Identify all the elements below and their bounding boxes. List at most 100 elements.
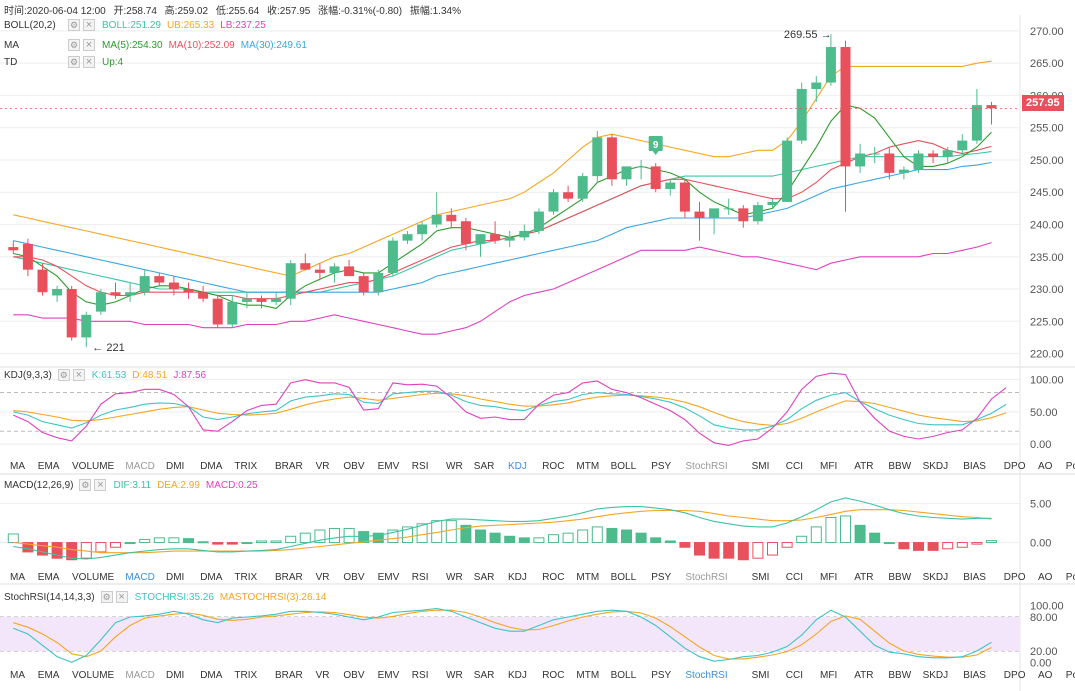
tab-roc[interactable]: ROC [542, 461, 565, 472]
tab-cci[interactable]: CCI [785, 461, 804, 472]
tab-wr[interactable]: WR [446, 572, 463, 583]
tab-cci[interactable]: CCI [785, 572, 804, 583]
tab-psy[interactable]: PSY [651, 572, 672, 583]
tab-mtm[interactable]: MTM [576, 670, 600, 681]
tab-mtm[interactable]: MTM [576, 572, 600, 583]
tab-smi[interactable]: SMI [751, 670, 770, 681]
tab-ao[interactable]: AO [1038, 670, 1053, 681]
tab-vr[interactable]: VR [315, 461, 330, 472]
tab-bbw[interactable]: BBW [888, 572, 912, 583]
tab-cci[interactable]: CCI [785, 670, 804, 681]
tab-emv[interactable]: EMV [377, 670, 400, 681]
tab-boll[interactable]: BOLL [610, 461, 637, 472]
tab-dmi[interactable]: DMI [166, 670, 185, 681]
tab-kdj[interactable]: KDJ [508, 461, 527, 472]
tab-bias[interactable]: BIAS [963, 572, 986, 583]
tab-kdj[interactable]: KDJ [508, 572, 527, 583]
tab-bias[interactable]: BIAS [963, 670, 986, 681]
tab-dma[interactable]: DMA [200, 572, 223, 583]
tab-ema[interactable]: EMA [37, 461, 60, 472]
tab-mtm[interactable]: MTM [576, 461, 600, 472]
tab-boll[interactable]: BOLL [610, 572, 637, 583]
tab-smi[interactable]: SMI [751, 461, 770, 472]
tab-skdj[interactable]: SKDJ [922, 461, 949, 472]
tab-ma[interactable]: MA [10, 461, 25, 472]
tab-dma[interactable]: DMA [200, 670, 223, 681]
tab-ao[interactable]: AO [1038, 572, 1053, 583]
tab-dpo[interactable]: DPO [1003, 572, 1026, 583]
tab-ema[interactable]: EMA [37, 670, 60, 681]
tab-roc[interactable]: ROC [542, 572, 565, 583]
close-icon[interactable] [72, 369, 85, 381]
tab-trix[interactable]: TRIX [234, 572, 258, 583]
tab-brar[interactable]: BRAR [275, 572, 303, 583]
tab-vr[interactable]: VR [315, 572, 330, 583]
tab-brar[interactable]: BRAR [275, 461, 303, 472]
tab-atr[interactable]: ATR [854, 461, 874, 472]
tab-dma[interactable]: DMA [200, 461, 223, 472]
gear-icon[interactable] [68, 19, 80, 31]
tab-sar[interactable]: SAR [473, 461, 495, 472]
tab-bbw[interactable]: BBW [888, 461, 912, 472]
tab-dpo[interactable]: DPO [1003, 461, 1026, 472]
tab-trix[interactable]: TRIX [234, 670, 258, 681]
tab-brar[interactable]: BRAR [275, 670, 303, 681]
tab-wr[interactable]: WR [446, 461, 463, 472]
tab-smi[interactable]: SMI [751, 572, 770, 583]
tab-obv[interactable]: OBV [343, 572, 365, 583]
tab-stochrsi[interactable]: StochRSI [685, 461, 728, 472]
tab-obv[interactable]: OBV [343, 670, 365, 681]
tab-psy[interactable]: PSY [651, 670, 672, 681]
tab-ema[interactable]: EMA [37, 572, 60, 583]
gear-icon[interactable] [79, 479, 92, 491]
gear-icon[interactable] [68, 56, 80, 68]
tab-skdj[interactable]: SKDJ [922, 572, 949, 583]
tab-macd[interactable]: MACD [125, 572, 155, 583]
tab-atr[interactable]: ATR [854, 572, 874, 583]
close-icon[interactable] [94, 479, 107, 491]
tab-mfi[interactable]: MFI [820, 670, 838, 681]
tab-position[interactable]: Position [1065, 670, 1075, 681]
tab-position[interactable]: Position [1065, 572, 1075, 583]
tab-roc[interactable]: ROC [542, 670, 565, 681]
close-icon[interactable] [83, 56, 95, 68]
tab-ma[interactable]: MA [10, 670, 25, 681]
gear-icon[interactable] [57, 369, 70, 381]
tab-volume[interactable]: VOLUME [72, 670, 115, 681]
tab-kdj[interactable]: KDJ [508, 670, 527, 681]
tab-dmi[interactable]: DMI [166, 572, 185, 583]
tab-sar[interactable]: SAR [473, 572, 495, 583]
tab-ao[interactable]: AO [1038, 461, 1053, 472]
tab-mfi[interactable]: MFI [820, 461, 838, 472]
tab-vr[interactable]: VR [315, 670, 330, 681]
tab-bias[interactable]: BIAS [963, 461, 986, 472]
tab-rsi[interactable]: RSI [411, 461, 429, 472]
tab-dpo[interactable]: DPO [1003, 670, 1026, 681]
tab-macd[interactable]: MACD [125, 670, 155, 681]
tab-macd[interactable]: MACD [125, 461, 155, 472]
close-icon[interactable] [83, 39, 95, 51]
tab-stochrsi[interactable]: StochRSI [685, 572, 728, 583]
gear-icon[interactable] [100, 591, 113, 603]
tab-bbw[interactable]: BBW [888, 670, 912, 681]
tab-boll[interactable]: BOLL [610, 670, 637, 681]
tab-stochrsi[interactable]: StochRSI [685, 670, 728, 681]
tab-dmi[interactable]: DMI [166, 461, 185, 472]
tab-psy[interactable]: PSY [651, 461, 672, 472]
tab-trix[interactable]: TRIX [234, 461, 258, 472]
tab-atr[interactable]: ATR [854, 670, 874, 681]
tab-sar[interactable]: SAR [473, 670, 495, 681]
gear-icon[interactable] [68, 39, 80, 51]
tab-volume[interactable]: VOLUME [72, 572, 115, 583]
close-icon[interactable] [115, 591, 128, 603]
tab-emv[interactable]: EMV [377, 572, 400, 583]
tab-rsi[interactable]: RSI [411, 670, 429, 681]
tab-skdj[interactable]: SKDJ [922, 670, 949, 681]
tab-emv[interactable]: EMV [377, 461, 400, 472]
tab-ma[interactable]: MA [10, 572, 25, 583]
tab-position[interactable]: Position [1065, 461, 1075, 472]
tab-wr[interactable]: WR [446, 670, 463, 681]
tab-volume[interactable]: VOLUME [72, 461, 115, 472]
tab-obv[interactable]: OBV [343, 461, 365, 472]
